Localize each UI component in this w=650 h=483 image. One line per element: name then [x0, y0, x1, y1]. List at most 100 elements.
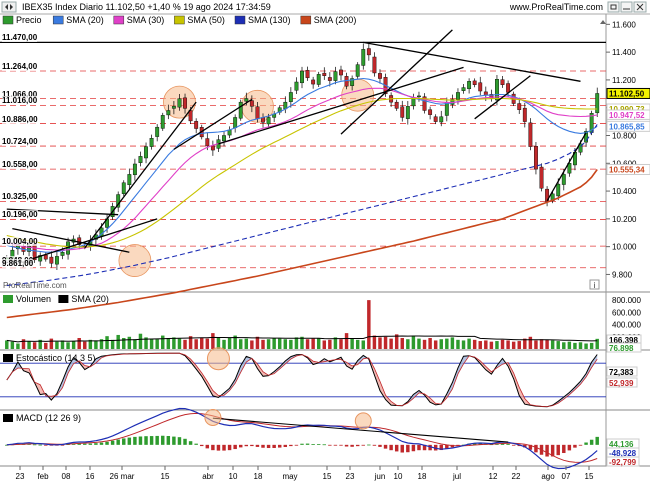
macd-histogram-bar: [433, 444, 438, 451]
volume-bar: [88, 339, 93, 349]
candle-body: [528, 122, 533, 147]
volume-bar: [417, 338, 421, 349]
volume-bar: [10, 341, 15, 349]
candle-body: [495, 79, 499, 101]
candle-body: [333, 71, 338, 81]
macd-histogram-bar: [222, 444, 226, 451]
legend-label: SMA (20): [71, 294, 109, 304]
macd-histogram-bar: [44, 444, 48, 446]
macd-histogram-bar: [355, 444, 360, 447]
info-icon[interactable]: i: [589, 279, 600, 290]
value-pill-label: 11.102,50: [609, 89, 645, 98]
ma-line-sma20: [6, 77, 598, 253]
candle-body: [433, 116, 438, 122]
ma-line-sma130: [6, 124, 598, 287]
macd-histogram-bar: [584, 442, 588, 445]
macd-histogram-bar: [116, 439, 120, 445]
candle-body: [316, 74, 321, 85]
double-arrow-icon[interactable]: [1, 1, 17, 13]
volume-bar: [155, 339, 159, 349]
restore-icon[interactable]: [607, 1, 620, 13]
candle-body: [422, 96, 427, 111]
volume-tick-label: 400.000: [612, 321, 641, 330]
highlight-circle: [206, 347, 230, 371]
macd-histogram-bar: [328, 444, 332, 446]
candle-body: [472, 80, 477, 85]
value-pill-label: 52,939: [609, 379, 634, 388]
macd-histogram-bar: [361, 444, 365, 446]
volume-tick-label: 800.000: [612, 296, 641, 305]
macd-histogram-bar: [500, 443, 505, 445]
trendline: [84, 101, 197, 249]
volume-bar: [294, 337, 299, 349]
macd-histogram-bar: [32, 444, 37, 446]
price-overlays: [118, 78, 375, 277]
volume-bar: [188, 336, 193, 349]
x-tick-label: 26 mar: [110, 472, 135, 481]
macd-histogram-bar: [305, 443, 310, 445]
volume-bar: [389, 338, 393, 349]
volume-bar: [367, 300, 371, 349]
macd-histogram-bar: [534, 444, 538, 453]
legend-label: SMA (200): [314, 15, 357, 25]
candle-body: [300, 70, 304, 84]
value-pill: [606, 366, 638, 377]
candle-body: [400, 106, 405, 118]
candle-body: [361, 49, 366, 66]
level-label: 10.558,00: [2, 160, 38, 170]
candle-body: [155, 126, 160, 137]
candle-body: [261, 117, 265, 123]
volume-bar: [172, 337, 176, 349]
macd-histogram-bar: [595, 436, 599, 445]
stoch-fill: [385, 395, 392, 406]
candle-body: [522, 107, 527, 122]
candle-body: [210, 145, 215, 151]
volume-bar: [573, 342, 577, 349]
volume-bar: [250, 340, 254, 349]
candle-body: [149, 138, 154, 147]
candle-body: [288, 92, 293, 102]
macd-histogram-bar: [511, 444, 516, 446]
chevron-up-icon[interactable]: [600, 20, 606, 24]
volume-bar: [589, 342, 594, 349]
macd-histogram-bar: [227, 444, 232, 451]
legend-swatch: [3, 414, 13, 422]
volume-bar: [261, 339, 265, 349]
legend-label: SMA (130): [248, 15, 291, 25]
macd-histogram-bar: [149, 436, 154, 445]
level-label: 11.264,00: [2, 62, 38, 72]
stoch-fill: [413, 390, 419, 399]
candle-body: [194, 121, 199, 129]
candle-body: [567, 163, 572, 174]
stoch-fill: [196, 365, 202, 377]
stochastic-panel: Estocástico (14 3 5) 72,383 52,939: [0, 347, 638, 408]
volume-bar: [272, 338, 276, 349]
volume-bar: [38, 339, 42, 349]
stoch-fill: [452, 367, 458, 390]
macd-histogram-bar: [428, 444, 432, 451]
close-icon[interactable]: [633, 1, 647, 13]
highlight-circle: [118, 244, 152, 277]
moving-averages: [6, 77, 598, 319]
volume-bar: [489, 341, 494, 349]
macd-histogram-bar: [127, 437, 132, 445]
value-pill: [606, 342, 642, 353]
macd-histogram-bar: [105, 441, 109, 445]
macd-histogram-bar: [77, 443, 81, 445]
candle-body: [244, 98, 249, 102]
candle-body: [500, 79, 505, 85]
legend-swatch: [234, 15, 246, 25]
volume-bar: [584, 343, 588, 349]
volume-bar: [27, 341, 31, 349]
candle-body: [506, 83, 511, 93]
x-tick-label: 10: [394, 472, 403, 481]
trendline: [173, 98, 253, 150]
macd-histogram-bar: [272, 444, 276, 448]
volume-bar: [116, 334, 120, 349]
level-label: 9.861,00: [2, 258, 34, 268]
x-tick-label: 08: [62, 472, 71, 481]
volume-bar: [289, 339, 293, 349]
stoch-fill: [207, 381, 213, 396]
minimize-icon[interactable]: [620, 1, 633, 13]
